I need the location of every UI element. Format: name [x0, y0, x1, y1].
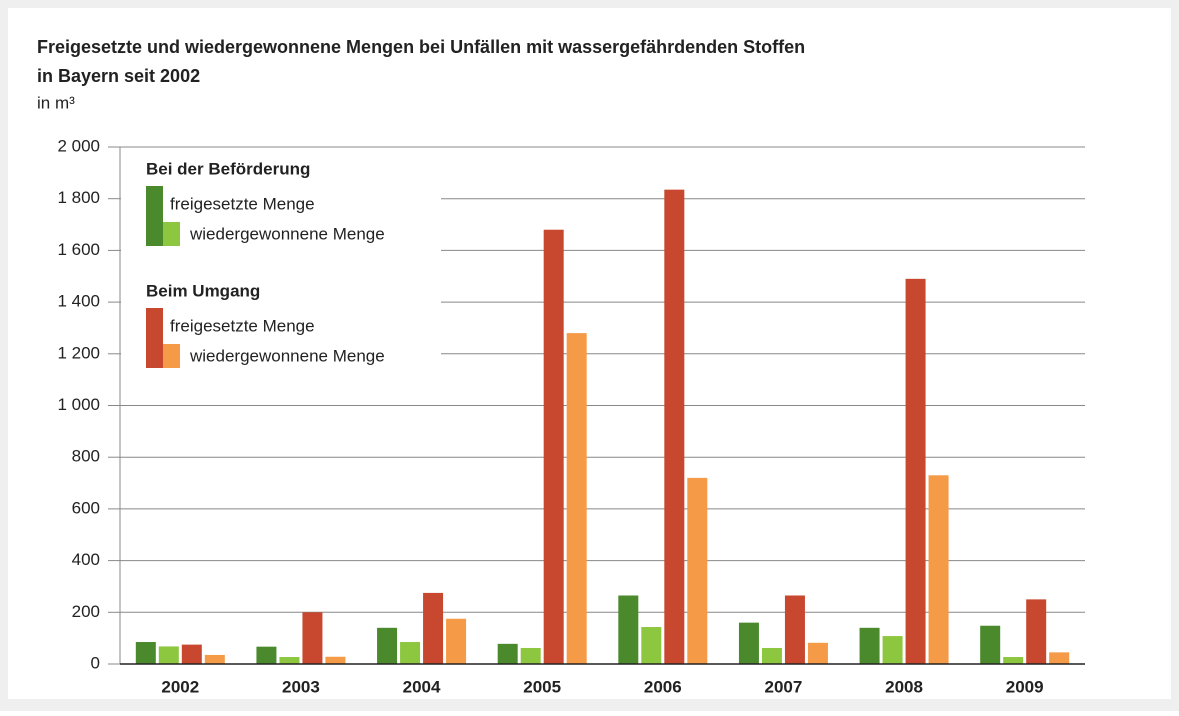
bar: [1026, 599, 1047, 664]
bar: [1003, 657, 1024, 664]
bar: [618, 595, 639, 664]
legend-heading: Bei der Beförderung: [146, 159, 310, 178]
bar: [566, 333, 587, 664]
bar: [279, 657, 300, 664]
legend-label: freigesetzte Menge: [170, 194, 315, 213]
y-tick-label: 2 000: [57, 136, 100, 155]
bar: [423, 592, 444, 664]
bar: [687, 477, 708, 664]
legend-swatch: [163, 222, 180, 246]
y-tick-label: 600: [72, 498, 100, 517]
y-tick-label: 0: [91, 653, 100, 672]
y-tick-label: 1 000: [57, 395, 100, 414]
bar: [928, 475, 949, 664]
legend-swatch: [146, 308, 163, 368]
chart-subtitle: in m³: [37, 93, 75, 112]
x-tick-label: 2006: [644, 677, 682, 696]
bar: [859, 627, 880, 664]
bar: [980, 625, 1001, 664]
bar: [302, 612, 323, 664]
x-tick-label: 2009: [1006, 677, 1044, 696]
bar: [400, 642, 421, 664]
y-tick-label: 1 400: [57, 292, 100, 311]
bar: [738, 622, 759, 664]
bar: [784, 595, 805, 664]
x-tick-label: 2002: [161, 677, 199, 696]
legend-swatch: [146, 186, 163, 246]
legend-label: wiedergewonnene Menge: [189, 224, 385, 243]
y-tick-label: 800: [72, 447, 100, 466]
bar: [520, 647, 541, 664]
bar: [1049, 652, 1070, 664]
bar: [158, 646, 179, 664]
y-tick-label: 1 600: [57, 240, 100, 259]
bar: [377, 627, 398, 664]
legend-swatch: [163, 344, 180, 368]
bar: [664, 189, 685, 664]
x-tick-label: 2007: [765, 677, 803, 696]
y-tick-label: 200: [72, 602, 100, 621]
chart-title: Freigesetzte und wiedergewonnene Mengen …: [37, 37, 805, 57]
legend-label: wiedergewonnene Menge: [189, 346, 385, 365]
bar: [761, 647, 782, 664]
bar: [543, 229, 564, 664]
x-tick-label: 2003: [282, 677, 320, 696]
bar: [135, 642, 156, 664]
y-tick-label: 1 800: [57, 188, 100, 207]
x-tick-label: 2004: [403, 677, 441, 696]
bar: [497, 643, 518, 664]
bar: [641, 627, 662, 664]
chart-title: in Bayern seit 2002: [37, 66, 200, 86]
bar: [256, 646, 277, 664]
legend-box: [121, 152, 441, 370]
bar: [905, 278, 926, 664]
bar: [204, 654, 225, 664]
y-tick-label: 1 200: [57, 343, 100, 362]
bar: [181, 644, 202, 664]
bar: [446, 618, 467, 664]
legend-heading: Beim Umgang: [146, 281, 260, 300]
legend-label: freigesetzte Menge: [170, 316, 315, 335]
y-tick-label: 400: [72, 550, 100, 569]
bar: [807, 642, 828, 664]
x-tick-label: 2005: [523, 677, 561, 696]
bar: [325, 656, 346, 664]
bar: [882, 636, 903, 664]
x-tick-label: 2008: [885, 677, 923, 696]
